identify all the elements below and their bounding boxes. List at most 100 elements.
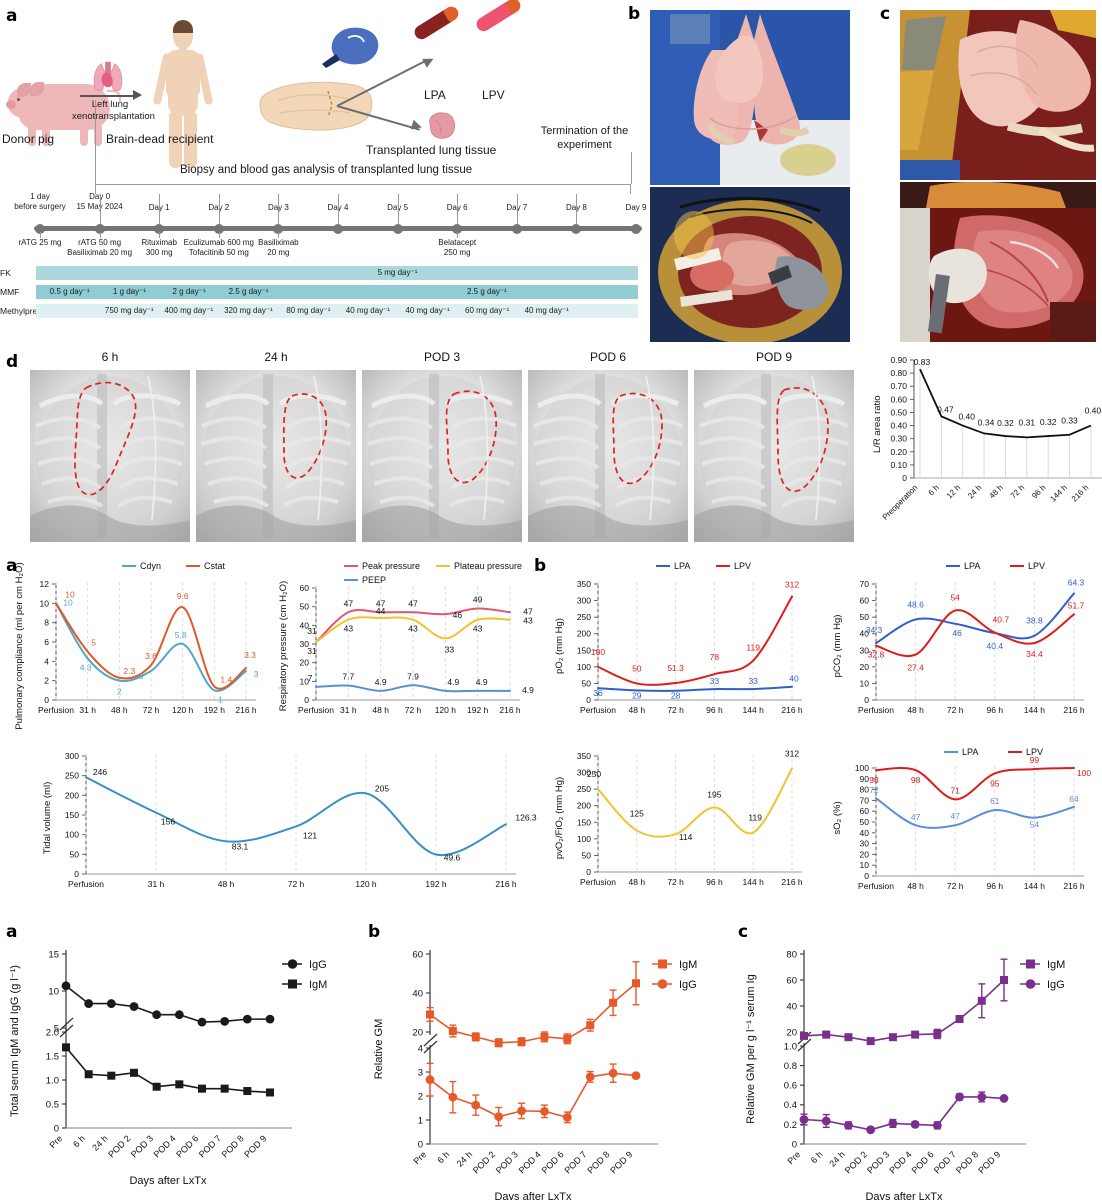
- y-tick-label: 50: [582, 850, 592, 860]
- legend-label: IgM: [679, 959, 697, 971]
- label-donor-pig: Donor pig: [2, 132, 55, 146]
- data-value-label: 156: [161, 817, 175, 827]
- x-tick-label: 72 h: [667, 705, 684, 715]
- data-value-label: 46: [952, 628, 962, 638]
- data-value-label: 40.7: [993, 615, 1010, 625]
- connector-day9: [631, 152, 632, 184]
- axis-break-mark: [797, 1038, 812, 1052]
- x-tick-label: Perfusion: [858, 881, 894, 891]
- x-tick-label: Perfusion: [580, 705, 616, 715]
- y-tick-label: 60: [860, 596, 870, 606]
- y-tick-label: 0.50: [890, 407, 907, 417]
- x-tick-label: 216 h: [499, 705, 521, 715]
- legend-label: LPA: [964, 561, 980, 571]
- lr-area-ratio-chart: 0 0.10 0.20 0.30 0.40 0.50 0.60 0.70 0.80 0.90 0.8…: [868, 348, 1102, 546]
- photo-intraoperative-implantation: [650, 187, 850, 342]
- timeline-upper-tick: [397, 194, 399, 224]
- data-value-label: 64.3: [1068, 577, 1085, 587]
- data-marker-square: [243, 1087, 252, 1096]
- data-marker-circle: [821, 1116, 831, 1126]
- x-tick-label: 120 h: [355, 879, 377, 889]
- y-tick-label: 60: [786, 975, 797, 986]
- y-tick-label: 200: [65, 790, 79, 800]
- data-marker-square: [517, 1037, 526, 1046]
- data-value-label: 40.4: [987, 641, 1004, 651]
- drug-dose-label: 2.5 g day⁻¹: [228, 287, 269, 296]
- data-value-label: 246: [93, 767, 107, 777]
- x-tick-label: Perfusion: [38, 705, 74, 715]
- data-marker-circle: [799, 1115, 809, 1124]
- y-tick-label: 30: [860, 839, 870, 849]
- timeline-dot: [571, 224, 582, 234]
- x-tick-label: 216 h: [1070, 483, 1091, 504]
- timeline-drug-label: 20 mg: [267, 248, 290, 257]
- x-tick-label: 48 h: [372, 705, 389, 715]
- timeline-upper-tick: [576, 194, 578, 224]
- data-marker-square: [977, 996, 986, 1005]
- y-tick-label: 0.70: [890, 381, 907, 391]
- data-value-label: 29: [632, 690, 642, 700]
- y-tick-label: 40: [860, 629, 870, 639]
- timeline-bottom-labels: Rituximab 300 mg: [113, 238, 205, 258]
- drug-row-label: FK: [0, 268, 11, 278]
- data-value-label: 7: [308, 673, 313, 683]
- data-marker-circle: [562, 1112, 572, 1122]
- y-tick-label: 1: [418, 1115, 423, 1126]
- connector-day0: [95, 100, 96, 184]
- drug-dose-label: 40 mg day⁻¹: [345, 306, 391, 315]
- timeline-tick: [40, 232, 41, 238]
- x-tick-label: 6 h: [927, 483, 941, 497]
- xray-image: [528, 370, 688, 542]
- data-value-label: 36: [593, 688, 603, 698]
- x-axis-title: Days after LxTx: [129, 1175, 207, 1187]
- data-marker-square: [62, 1043, 70, 1052]
- data-value-label: 0.40: [958, 412, 975, 422]
- data-marker-square: [844, 1033, 853, 1042]
- data-marker-square: [822, 1030, 831, 1039]
- timeline-dot: [94, 224, 105, 234]
- x-tick-label: 12 h: [945, 483, 962, 500]
- lung-graft-icon: [93, 61, 123, 92]
- series-line-lpv: [875, 609, 1075, 657]
- timeline-top-labels: Day 9: [596, 203, 676, 213]
- y-tick-label: 40: [860, 828, 870, 838]
- timeline-top-label: Day 9: [625, 203, 647, 212]
- x-tick-label: 48 h: [629, 705, 646, 715]
- data-value-label: 71: [950, 785, 960, 795]
- legend-label: Plateau pressure: [454, 561, 522, 571]
- legend-marker-square: [658, 959, 667, 969]
- data-value-label: 43: [344, 624, 354, 634]
- relative-gm-chart: 20 40 60 0 1 2 3 4 Pre 6 h 24 h POD 2 POD 3 POD 4 POD …: [366, 924, 734, 1200]
- x-tick-label: POD 7: [197, 1133, 223, 1159]
- y-tick-label: 250: [577, 612, 591, 622]
- data-value-label: 47: [523, 606, 533, 616]
- data-value-label: 33: [710, 676, 720, 686]
- y-tick-label: 0: [54, 1123, 59, 1134]
- y-tick-label: 50: [860, 612, 870, 622]
- axis-break-mark: [423, 1040, 438, 1054]
- legend-label: Peak pressure: [362, 561, 420, 571]
- x-tick-label: 72 h: [947, 705, 964, 715]
- y-tick-label: 0.10: [890, 460, 907, 470]
- y-axis-title: Tidal volume (ml): [42, 782, 53, 855]
- label-lpv: LPV: [482, 88, 505, 102]
- arrow-to-tissue-head: [410, 119, 424, 133]
- data-marker-square: [471, 1032, 480, 1041]
- label-termination-of-experiment: Termination of the experiment: [540, 125, 629, 152]
- po2-chart: 0 50 100 150 200 250 300 350 36 29 28 33 33 40 100 50 51…: [552, 554, 814, 734]
- pco2-chart: 0 10 20 30 40 50 60 70 34.3 48.6 46 40.4 38.8 64.3 32.…: [828, 554, 1096, 734]
- data-value-label: 0.32: [1040, 417, 1057, 427]
- experimental-schematic: Donor pig Left lung xenotransplantation: [0, 0, 646, 345]
- y-axis-title: pvO₂/FiO₂ (mm Hg): [554, 777, 565, 859]
- data-value-label: 0.40: [1085, 406, 1102, 416]
- drug-dose-label: 40 mg day⁻¹: [405, 306, 450, 315]
- y-tick-label: 2.0: [46, 1027, 59, 1038]
- data-value-label: 7.7: [342, 672, 354, 682]
- timeline-tick: [159, 232, 161, 238]
- panel-letter-f3b: b: [368, 922, 381, 942]
- y-tick-label: 0: [418, 1139, 423, 1150]
- x-tick-label: 96 h: [1030, 483, 1047, 500]
- data-value-label: 0.32: [997, 418, 1014, 428]
- data-value-label: 48.6: [907, 599, 924, 609]
- series-line-tidal-volume: [85, 776, 507, 857]
